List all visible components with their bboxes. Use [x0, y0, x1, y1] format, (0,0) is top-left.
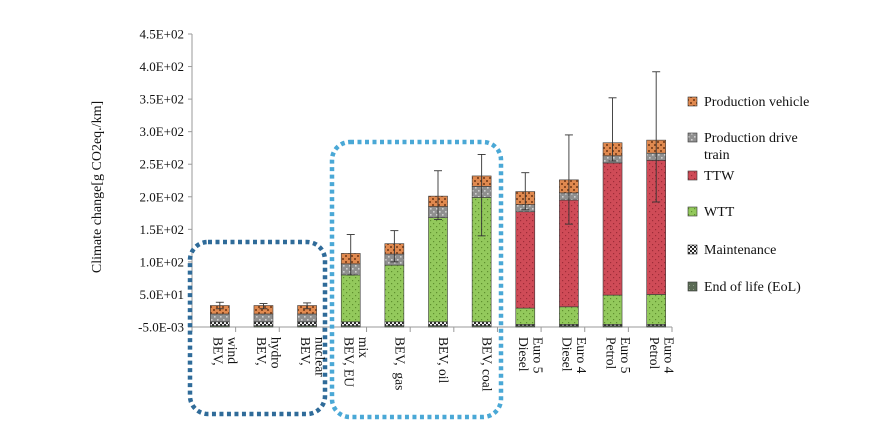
bar-group — [253, 305, 274, 328]
y-tick-label: 4.5E+02 — [139, 27, 184, 42]
legend-label: WTT — [704, 205, 735, 220]
legend-item: End of life (EoL) — [687, 280, 801, 295]
x-tick-label: BEV, — [298, 337, 313, 366]
legend-swatch-maintenance — [687, 244, 698, 255]
bar-segment-wtt — [384, 264, 405, 323]
legend-item: Production drive train — [687, 131, 798, 163]
bar-segment-wtt — [340, 274, 361, 323]
bar-group — [602, 142, 623, 328]
x-tick-label: nuclear — [312, 337, 327, 377]
y-tick-labels: -5.0E-03 5.0E+01 1.0E+02 1.5E+02 2.0E+02 2.5E… — [138, 27, 184, 335]
x-tick-label: wind — [225, 337, 240, 364]
bar-segment-ttw — [515, 211, 536, 309]
y-tick-label: 1.5E+02 — [139, 222, 184, 237]
x-tick-label: BEV, — [254, 337, 269, 366]
legend: Production vehicle Production drive train T… — [687, 95, 809, 295]
bar-segment-wtt — [428, 217, 448, 323]
legend-item: Maintenance — [687, 243, 776, 258]
bar-segment-production-drive-train — [253, 313, 274, 323]
x-tick-label: mix — [356, 337, 371, 358]
bar-segment-production-drive-train — [297, 313, 317, 323]
y-tick-label: -5.0E-03 — [138, 320, 184, 335]
legend-swatch-wtt — [687, 206, 698, 217]
y-tick-label: 1.0E+02 — [139, 254, 184, 269]
y-tick-label: 3.5E+02 — [139, 92, 184, 107]
y-axis-title: Climate change[g CO2eq./km] — [90, 101, 105, 273]
legend-swatch-end-of-life — [687, 281, 698, 292]
x-tick-label: Euro 5 — [618, 337, 633, 374]
bar-group — [515, 191, 536, 328]
legend-label: Maintenance — [704, 243, 776, 258]
bar-segment-maintenance — [428, 321, 448, 326]
legend-label: End of life (EoL) — [704, 280, 801, 295]
y-tick-label: 2.5E+02 — [139, 157, 184, 172]
dark-blue-dotted-box — [187, 239, 328, 417]
x-tick-label: hydro — [269, 337, 284, 369]
legend-label: Production drive — [704, 131, 798, 146]
x-tick-label: Diesel — [560, 337, 575, 372]
x-tick-label: Euro 4 — [574, 337, 589, 374]
bar-segment-maintenance — [340, 321, 361, 326]
bar-segment-maintenance — [471, 321, 492, 326]
legend-item: Production vehicle — [687, 95, 809, 110]
legend-item: TTW — [687, 169, 735, 184]
legend-label: train — [704, 148, 730, 163]
legend-label: TTW — [704, 169, 735, 184]
x-tick-label: BEV, oil — [436, 337, 451, 384]
bar-segment-ttw — [602, 162, 623, 296]
bar-segment-wtt — [559, 306, 579, 325]
bar-segment-maintenance — [384, 321, 405, 326]
legend-swatch-production-drive-train — [687, 132, 698, 143]
y-tick-label: 5.0E+01 — [139, 287, 184, 302]
bar-segment-wtt — [515, 307, 536, 325]
error-bars — [215, 71, 661, 310]
bar-segment-wtt — [646, 294, 666, 325]
y-tick-label: 4.0E+02 — [139, 59, 184, 74]
x-tick-label: BEV, EU — [341, 337, 356, 387]
x-tick-labels: BEV, wind BEV, hydro BEV, nuclear BEV, EU mix BE… — [211, 337, 677, 392]
highlight-boxes — [187, 139, 504, 420]
bar-segment-maintenance — [253, 321, 274, 326]
legend-item: WTT — [687, 205, 735, 220]
x-tick-label: BEV, coal — [480, 337, 495, 392]
x-tick-label: Petrol — [603, 337, 618, 369]
legend-swatch-ttw — [687, 170, 698, 181]
bars — [210, 139, 666, 328]
x-tick-label: Diesel — [516, 337, 531, 372]
x-tick-label: Euro 4 — [661, 337, 676, 374]
x-tick-label: Euro 5 — [531, 337, 546, 374]
x-tick-label: BEV, gas — [392, 337, 407, 390]
bar-segment-production-drive-train — [210, 313, 230, 323]
legend-label: Production vehicle — [704, 95, 809, 110]
y-tick-label: 3.0E+02 — [139, 124, 184, 139]
bar-group — [210, 305, 230, 328]
y-tick-label: 2.0E+02 — [139, 189, 184, 204]
x-tick-label: BEV, — [211, 337, 226, 366]
bar-segment-maintenance — [210, 321, 230, 326]
light-blue-dotted-box — [329, 139, 504, 420]
bar-segment-wtt — [602, 294, 623, 325]
x-tick-label: Petrol — [647, 337, 662, 369]
legend-swatch-production-vehicle — [687, 96, 698, 107]
bar-segment-maintenance — [297, 321, 317, 326]
